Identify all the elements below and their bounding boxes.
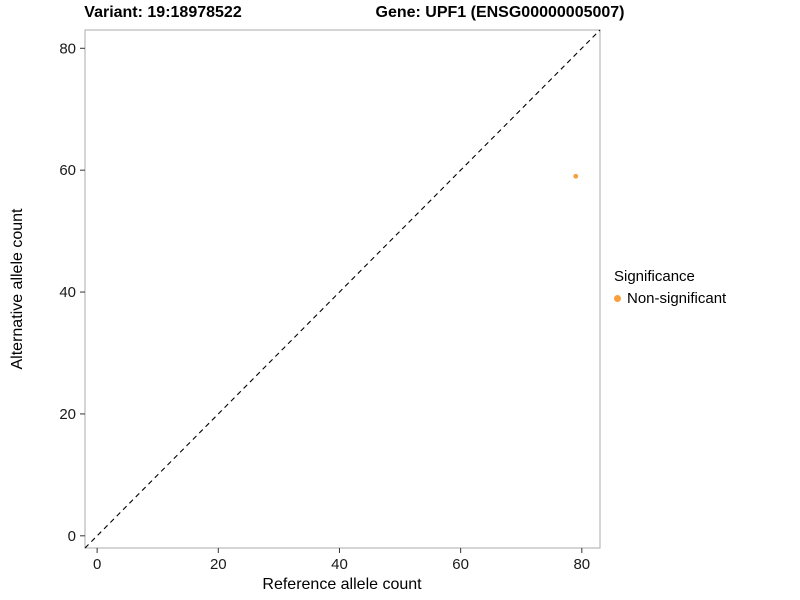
- svg-text:20: 20: [59, 406, 76, 423]
- svg-text:20: 20: [210, 556, 227, 573]
- legend-point-icon: [614, 295, 621, 302]
- x-axis-label: Reference allele count: [262, 576, 422, 593]
- legend-item-label: Non-significant: [627, 290, 727, 307]
- legend-title: Significance: [614, 268, 695, 285]
- plot-title-gene: Gene: UPF1 (ENSG00000005007): [375, 4, 625, 21]
- plot-title-variant: Variant: 19:18978522: [84, 4, 242, 21]
- svg-text:80: 80: [59, 40, 76, 57]
- svg-text:40: 40: [331, 556, 348, 573]
- svg-text:80: 80: [573, 556, 590, 573]
- svg-text:0: 0: [93, 556, 101, 573]
- svg-text:60: 60: [59, 162, 76, 179]
- y-axis-label: Alternative allele count: [9, 208, 26, 370]
- svg-text:0: 0: [68, 528, 76, 545]
- svg-text:60: 60: [452, 556, 469, 573]
- svg-text:40: 40: [59, 284, 76, 301]
- legend: Significance Non-significant: [614, 268, 726, 307]
- legend-item: Non-significant: [614, 290, 726, 307]
